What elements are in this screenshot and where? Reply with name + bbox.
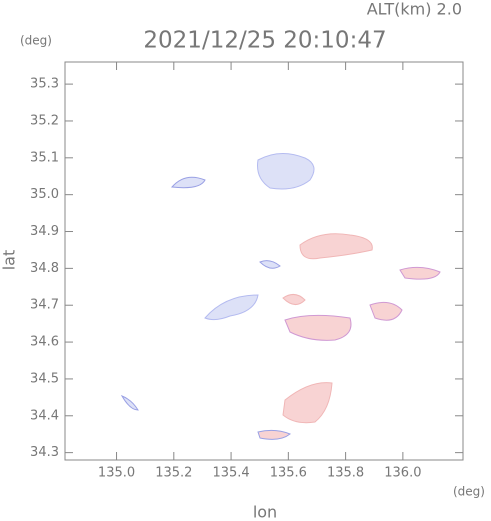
altitude-label: ALT(km) 2.0 — [367, 0, 462, 19]
x-tick-label: 135.0 — [98, 466, 135, 481]
y-tick-label: 35.0 — [30, 187, 59, 202]
echoes — [120, 153, 441, 440]
y-tick-label: 35.2 — [30, 113, 59, 128]
y-tick-label: 35.3 — [30, 77, 59, 92]
y-tick-label: 34.5 — [30, 371, 59, 386]
chart-title: 2021/12/25 20:10:47 — [143, 28, 386, 54]
x-tick-label: 135.4 — [212, 466, 249, 481]
x-tick-label: 135.8 — [327, 466, 364, 481]
x-tick-label: 136.0 — [384, 466, 421, 481]
x-tick-label: 135.6 — [270, 466, 307, 481]
y-tick-label: 34.6 — [30, 335, 59, 350]
y-tick-label: 34.3 — [30, 445, 59, 460]
x-axis-label: lon — [253, 503, 277, 521]
y-tick-label: 34.4 — [30, 408, 59, 423]
x-unit: (deg) — [453, 485, 485, 499]
y-unit: (deg) — [20, 34, 52, 48]
y-tick-label: 34.9 — [30, 224, 59, 239]
plot-frame — [64, 61, 464, 461]
y-tick-label: 35.1 — [30, 150, 59, 165]
y-axis-label: lat — [0, 250, 19, 271]
y-tick-label: 34.7 — [30, 298, 59, 313]
y-tick-label: 34.8 — [30, 261, 59, 276]
x-tick-label: 135.2 — [155, 466, 192, 481]
